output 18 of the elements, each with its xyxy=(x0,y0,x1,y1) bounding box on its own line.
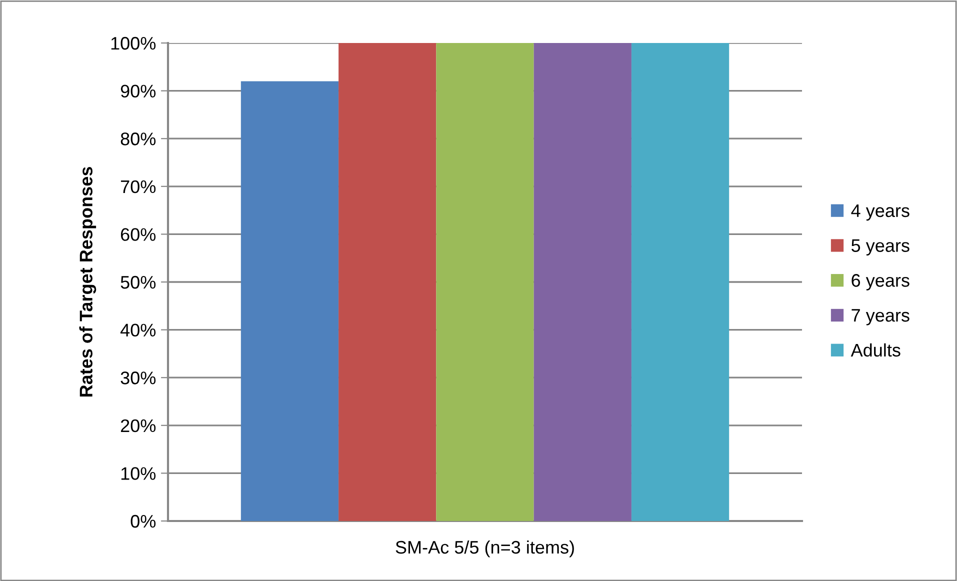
x-tick-label: SM-Ac 5/5 (n=3 items) xyxy=(396,540,574,558)
y-tick-label: 100% xyxy=(111,36,156,50)
y-tick-label: 30% xyxy=(120,372,156,384)
y-tick-label: 10% xyxy=(121,467,156,480)
y-tick-label: 60% xyxy=(120,228,156,241)
legend-label: 6 years xyxy=(852,274,910,290)
y-tick-label: 70% xyxy=(120,180,156,194)
y-axis-title: Rates of Target Responses xyxy=(79,167,96,397)
y-tick-label: 80% xyxy=(120,132,156,146)
y-tick-label: 50% xyxy=(120,276,156,289)
legend-label: 4 years xyxy=(851,204,910,221)
legend-label: Adults xyxy=(850,343,900,357)
legend-label: 7 years xyxy=(852,309,910,326)
y-tick-label: 90% xyxy=(120,84,156,98)
y-tick-label: 0% xyxy=(130,514,156,528)
y-tick-label: 40% xyxy=(120,324,156,337)
legend-label: 5 years xyxy=(852,239,910,256)
y-tick-label: 20% xyxy=(120,419,156,432)
